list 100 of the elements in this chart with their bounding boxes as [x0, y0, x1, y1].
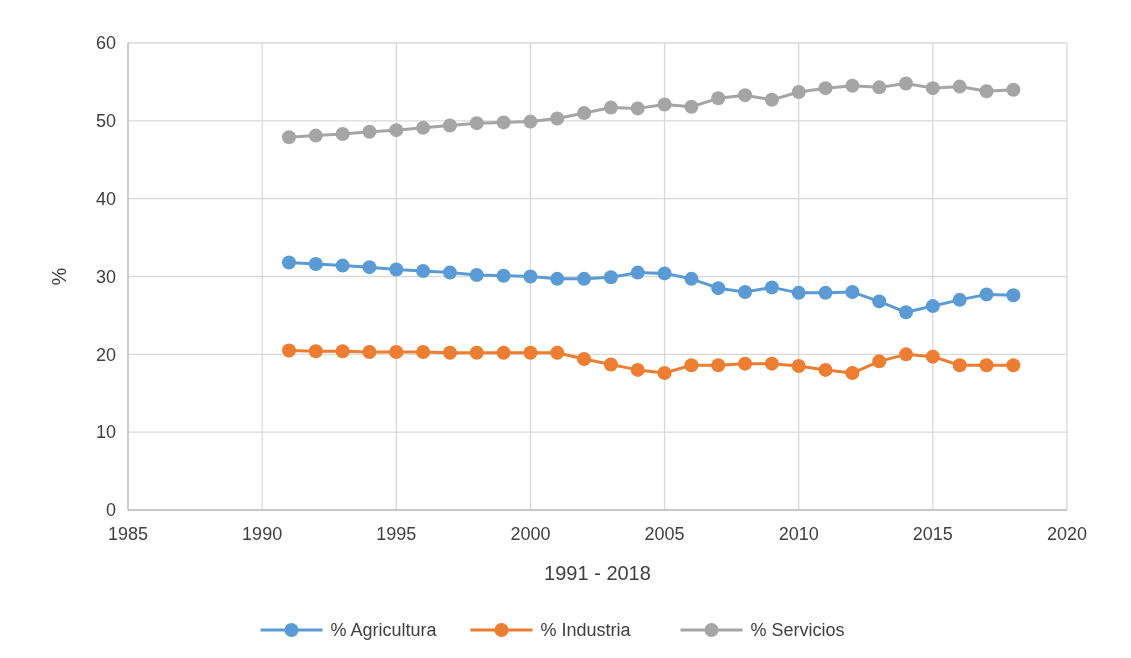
x-tick-label: 2000 — [510, 524, 551, 544]
point — [523, 269, 538, 284]
point — [872, 80, 887, 95]
point — [711, 91, 726, 106]
point — [469, 267, 484, 282]
point — [630, 265, 645, 280]
y-axis-title: % — [48, 267, 70, 286]
point — [925, 299, 940, 314]
point — [1006, 82, 1021, 97]
point — [603, 100, 618, 115]
point — [684, 99, 699, 114]
point — [550, 345, 565, 360]
point — [389, 345, 404, 359]
point — [469, 116, 484, 131]
point — [657, 266, 672, 281]
point — [738, 356, 753, 371]
point — [630, 101, 645, 116]
point — [577, 271, 592, 286]
point — [389, 123, 404, 138]
point — [657, 97, 672, 112]
x-tick-label: 2005 — [644, 524, 685, 544]
point — [416, 120, 431, 135]
y-tick-label: 0 — [105, 500, 116, 521]
point — [550, 111, 565, 126]
point — [791, 285, 806, 300]
point — [281, 255, 296, 270]
y-tick-label: 40 — [95, 188, 116, 209]
point — [791, 359, 806, 374]
y-tick-label: 50 — [95, 111, 116, 132]
point — [577, 352, 592, 366]
x-tick-label: 2020 — [1046, 524, 1088, 544]
point — [925, 349, 940, 364]
point — [335, 344, 350, 359]
point — [818, 81, 833, 96]
point — [496, 268, 511, 283]
point — [899, 76, 914, 91]
point — [335, 127, 350, 142]
point — [603, 270, 618, 285]
point — [952, 358, 967, 373]
point — [764, 356, 779, 371]
point — [442, 345, 457, 360]
point — [872, 354, 887, 369]
point — [899, 347, 914, 362]
y-tick-label: 10 — [95, 422, 116, 443]
point — [577, 106, 592, 121]
y-tick-label: 30 — [95, 266, 116, 287]
point — [281, 343, 296, 358]
point — [416, 264, 431, 279]
point — [845, 78, 860, 93]
point — [657, 366, 672, 381]
point — [845, 285, 860, 300]
point — [362, 124, 377, 139]
point — [603, 357, 618, 372]
legend-label: % Industria — [540, 620, 632, 641]
point — [979, 358, 994, 373]
point — [442, 118, 457, 133]
point — [281, 130, 296, 145]
point — [764, 280, 779, 295]
x-tick-label: 2010 — [778, 524, 819, 544]
x-axis-title: 1991 - 2018 — [544, 562, 651, 584]
point — [791, 85, 806, 100]
point — [764, 92, 779, 107]
x-tick-label: 2015 — [912, 524, 953, 544]
point — [308, 344, 323, 359]
x-tick-label: 1990 — [242, 524, 283, 544]
point — [872, 294, 887, 309]
point — [818, 362, 833, 377]
point — [416, 345, 431, 359]
point — [442, 265, 457, 280]
point — [308, 128, 323, 143]
point — [1006, 288, 1021, 303]
point — [684, 358, 699, 373]
point — [979, 287, 994, 302]
x-tick-label: 1995 — [376, 524, 417, 544]
point — [845, 366, 860, 381]
point — [684, 271, 699, 286]
point — [738, 88, 753, 103]
point — [952, 79, 967, 94]
point — [362, 260, 377, 275]
point — [496, 115, 511, 130]
point — [899, 305, 914, 320]
x-tick-label: 1985 — [107, 524, 149, 544]
point — [523, 114, 538, 129]
point — [738, 285, 753, 300]
y-tick-label: 20 — [95, 344, 116, 365]
point — [389, 262, 404, 277]
point — [362, 345, 377, 359]
point — [496, 345, 511, 360]
point — [952, 292, 967, 307]
point — [818, 285, 833, 300]
y-tick-label: 60 — [95, 33, 116, 54]
point — [711, 281, 726, 296]
point — [979, 84, 994, 99]
legend-label: % Agricultura — [330, 620, 438, 641]
point — [469, 345, 484, 360]
point — [925, 81, 940, 96]
point — [1006, 358, 1021, 373]
point — [308, 257, 323, 272]
point — [335, 258, 350, 273]
point — [523, 345, 538, 360]
